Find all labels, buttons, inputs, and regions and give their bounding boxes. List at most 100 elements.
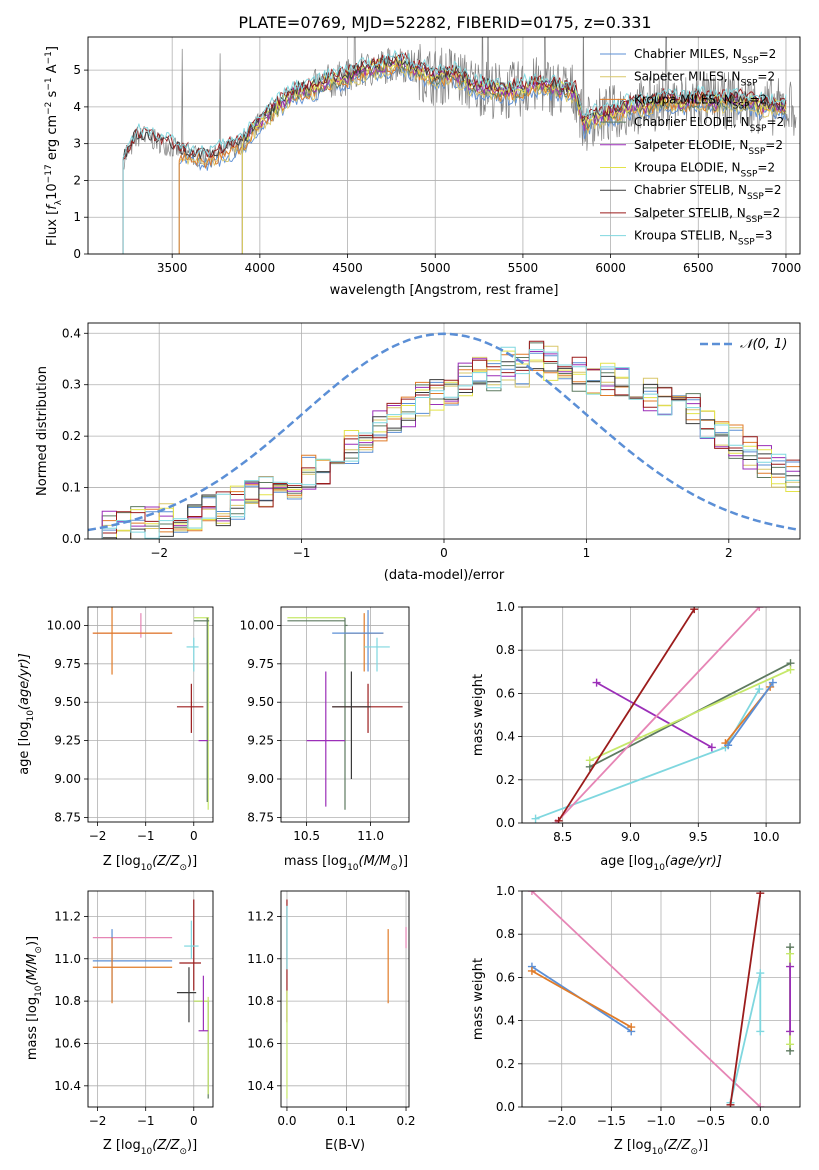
weight-marker xyxy=(724,741,733,750)
x-axis-label: (data-model)/error xyxy=(384,568,505,583)
axes-frame xyxy=(521,890,801,1108)
label-part: (Z/Z xyxy=(152,854,180,869)
error-point xyxy=(364,637,390,672)
label-part: Z [log xyxy=(614,1138,652,1153)
x-tick-label: 0.2 xyxy=(396,1114,415,1128)
label-part: SSP xyxy=(747,192,764,202)
error-point xyxy=(176,967,197,1023)
axes-frame xyxy=(280,606,410,823)
x-axis-label: Z [log10(Z/Z⊙)] xyxy=(103,854,197,873)
weight-line xyxy=(535,688,761,820)
legend-label: Chabrier ELODIE, NSSP=2 xyxy=(634,115,784,134)
weight-line xyxy=(557,608,695,822)
label-part: Chabrier MILES, N xyxy=(634,47,742,61)
age-vs-mass-panel: 10.5 11.0 8.75 9.00 9.25 9.50 9.75 10.00 mass [l… xyxy=(240,606,410,873)
y-axis-label: mass weight xyxy=(471,674,486,756)
label-part: ] xyxy=(45,46,60,51)
legend-label: Kroupa MILES, NSSP=2 xyxy=(634,92,767,111)
label-part: )] xyxy=(698,1138,708,1153)
y-tick-label: 9.00 xyxy=(247,772,274,786)
weight-marker xyxy=(786,1027,795,1036)
label-part: Salpeter ELODIE, N xyxy=(634,138,748,152)
label-part: (Z/Z xyxy=(152,1138,180,1153)
error-point xyxy=(186,637,199,672)
y-axis-label: mass [log10(M/M⊙)] xyxy=(25,936,44,1060)
axes-frame xyxy=(521,606,801,824)
label-part: (age/yr)] xyxy=(665,854,722,869)
label-part: 10 xyxy=(653,863,665,873)
histogram-series xyxy=(88,346,800,539)
label-part: )] xyxy=(398,854,408,869)
y-tick-label: 9.50 xyxy=(54,695,81,709)
gaussian-curve xyxy=(88,332,800,532)
y-tick-label: 0.3 xyxy=(62,378,81,392)
weight-vs-Z-panel: −2.0 −1.5 −1.0 −0.5 0.0 0.0 0.2 0.4 0.6 0.8 1.0 Z [… xyxy=(471,884,801,1157)
axes-frame xyxy=(87,606,214,823)
x-tick-label: 5000 xyxy=(420,261,451,275)
weight-marker xyxy=(755,607,764,611)
weight-marker xyxy=(554,816,563,823)
label-part: Flux [ xyxy=(45,210,60,246)
y-tick-label: 1.0 xyxy=(496,600,515,614)
weight-line xyxy=(555,607,760,823)
label-part: )] xyxy=(187,1138,197,1153)
legend-label: Chabrier STELIB, NSSP=2 xyxy=(634,183,782,202)
axes-frame xyxy=(87,890,214,1108)
y-tick-label: 10.6 xyxy=(54,1036,81,1050)
axes-frame xyxy=(87,36,801,255)
label-part: SSP xyxy=(738,238,755,248)
label-part: 10 xyxy=(34,985,44,997)
axes-frame xyxy=(87,322,801,540)
label-part: A xyxy=(45,64,60,77)
error-point xyxy=(332,671,371,779)
weight-marker xyxy=(707,743,716,752)
y-tick-label: 0.0 xyxy=(62,532,81,546)
plot-area xyxy=(531,607,795,823)
weight-marker xyxy=(768,678,777,687)
label-part: =3 xyxy=(755,229,773,243)
spectrum-panel: 3500 4000 4500 5000 5500 6000 6500 7000 0 1 2 3 4 5 Ch… xyxy=(44,36,802,298)
weight-marker xyxy=(527,891,536,895)
x-tick-label: −1.5 xyxy=(597,1114,626,1128)
plot-area xyxy=(88,332,800,539)
label-part: ⊙ xyxy=(179,863,187,873)
y-tick-label: 0.1 xyxy=(62,481,81,495)
error-point xyxy=(306,671,345,807)
y-tick-label: 10.4 xyxy=(54,1079,81,1093)
y-tick-label: 0.4 xyxy=(496,1014,515,1028)
x-tick-label: 9.0 xyxy=(621,830,640,844)
grid xyxy=(281,891,409,1107)
x-axis-label: mass [log10(M/M⊙)] xyxy=(284,854,408,873)
label-part: 10 xyxy=(45,183,60,200)
error-point xyxy=(193,617,210,803)
weight-marker xyxy=(786,1040,795,1049)
weight-marker xyxy=(756,891,765,898)
histogram-series xyxy=(88,340,800,539)
y-tick-label: 0.2 xyxy=(496,1057,515,1071)
x-axis-label: wavelength [Angstrom, rest frame] xyxy=(330,283,559,298)
label-part: 10 xyxy=(652,1147,664,1157)
label-part: 10 xyxy=(347,863,359,873)
y-tick-label: 0.6 xyxy=(496,686,515,700)
label-part: =2 xyxy=(766,115,784,129)
error-point xyxy=(332,683,403,733)
y-tick-label: 5 xyxy=(73,63,81,77)
x-tick-label: 7000 xyxy=(771,261,802,275)
plot-area xyxy=(122,37,797,254)
legend-label: Salpeter STELIB, NSSP=2 xyxy=(634,206,780,225)
error-point xyxy=(345,613,384,672)
label-part: −17 xyxy=(44,164,54,183)
error-point xyxy=(193,1000,210,1099)
x-tick-label: 2 xyxy=(725,546,733,560)
label-part: Salpeter MILES, N xyxy=(634,70,741,84)
label-part: =2 xyxy=(757,70,775,84)
y-tick-label: 10.6 xyxy=(247,1036,274,1050)
x-tick-label: 4000 xyxy=(245,261,276,275)
label-part: SSP xyxy=(746,215,763,225)
x-tick-label: −1 xyxy=(137,1114,155,1128)
weight-line xyxy=(596,681,713,749)
y-tick-label: 0 xyxy=(73,247,81,261)
y-tick-label: 9.25 xyxy=(247,734,274,748)
label-part: =2 xyxy=(750,92,768,106)
error-point xyxy=(184,920,199,959)
